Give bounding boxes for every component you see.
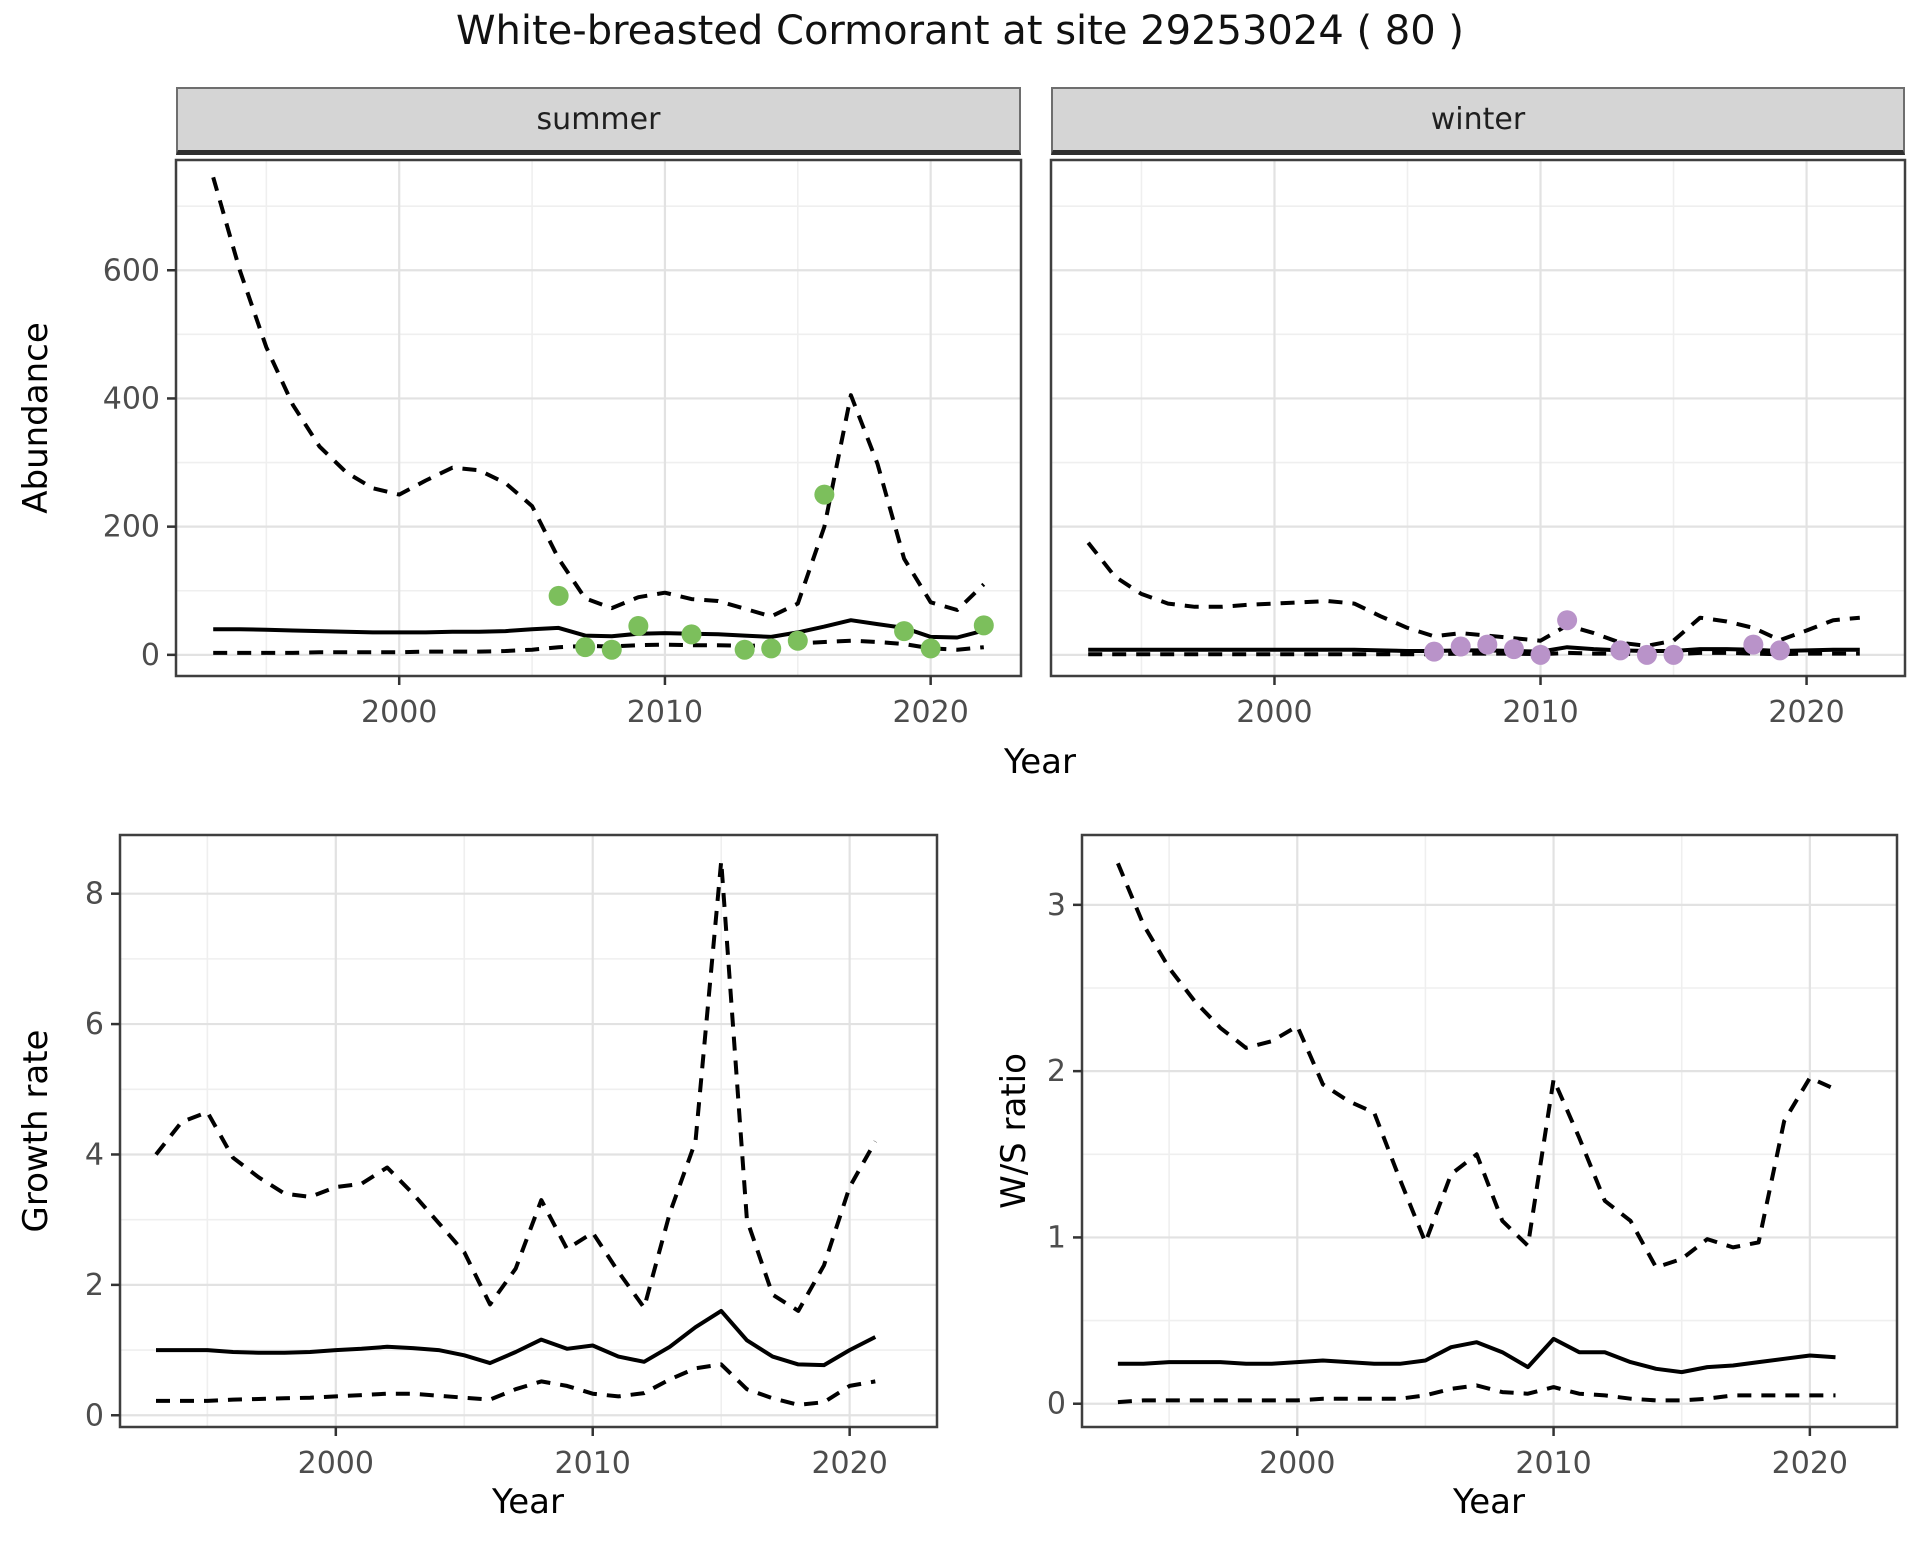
x-tick-label: 2010 <box>627 695 703 730</box>
x-tick-label: 2000 <box>1236 695 1312 730</box>
y-axis-title-growth-rate: Growth rate <box>16 1029 56 1233</box>
plot-background <box>176 160 1021 676</box>
x-tick-label: 2010 <box>555 1446 631 1481</box>
series-solid <box>156 1308 877 1368</box>
y-tick-label: 400 <box>103 381 160 416</box>
series-dashed <box>1117 1383 1836 1405</box>
y-axis-title-ws-ratio: W/S ratio <box>994 1053 1034 1209</box>
series-dashed <box>156 1362 876 1407</box>
observed-point <box>1769 640 1790 661</box>
observed-point <box>1610 640 1631 661</box>
series-dashed <box>1116 862 1837 1270</box>
x-axis-title-year-top: Year <box>1004 742 1076 782</box>
panel-border <box>1049 158 1907 678</box>
observed-point <box>1743 634 1764 655</box>
series-solid <box>213 618 985 640</box>
x-tick-label: 2000 <box>298 1446 374 1481</box>
series-solid <box>1117 1336 1836 1375</box>
y-tick-label: 2 <box>85 1268 104 1303</box>
observed-point <box>1557 610 1578 631</box>
plot-background <box>1082 835 1897 1427</box>
series-dashed <box>1088 650 1860 657</box>
observed-point <box>1450 636 1471 657</box>
observed-point <box>734 639 755 660</box>
plot-background <box>1051 160 1905 676</box>
observed-point <box>1530 644 1551 665</box>
series-solid <box>1088 645 1860 654</box>
y-tick-label: 6 <box>85 1007 104 1042</box>
observed-point <box>628 616 649 637</box>
x-tick-label: 2000 <box>361 695 437 730</box>
series-dashed <box>211 176 986 619</box>
x-tick-label: 2020 <box>1772 1446 1848 1481</box>
y-tick-label: 8 <box>85 877 104 912</box>
panel-border <box>1080 833 1899 1429</box>
panel-growth-rate: 2000 2010 2020 0 2 4 6 8 <box>85 833 939 1481</box>
observed-point <box>601 639 622 660</box>
x-tick-label: 2000 <box>1259 1446 1335 1481</box>
observed-point <box>973 615 994 636</box>
y-tick-label: 200 <box>103 510 160 545</box>
y-tick-label: 0 <box>141 638 160 673</box>
y-tick-label: 600 <box>103 253 160 288</box>
x-tick-label: 2020 <box>811 1446 887 1481</box>
x-tick-label: 2010 <box>1502 695 1578 730</box>
series-dashed <box>154 859 878 1313</box>
x-tick-label: 2020 <box>1768 695 1844 730</box>
observed-point <box>814 484 835 505</box>
y-tick-label: 2 <box>1047 1054 1066 1089</box>
y-axis-title-abundance: Abundance <box>16 322 56 514</box>
y-tick-label: 4 <box>85 1137 104 1172</box>
facet-strip-winter: winter <box>1051 87 1905 155</box>
x-axis-title-year-bottom-right: Year <box>1453 1482 1525 1522</box>
y-tick-label: 0 <box>1047 1387 1066 1422</box>
observed-point <box>1503 639 1524 660</box>
series-dashed <box>213 638 984 655</box>
observed-point <box>1663 644 1684 665</box>
y-tick-label: 0 <box>85 1398 104 1433</box>
observed-point <box>1636 644 1657 665</box>
series-dashed <box>1086 541 1860 648</box>
observed-point <box>548 585 569 606</box>
facet-strip-winter-label: winter <box>1430 102 1526 137</box>
y-tick-label: 1 <box>1047 1220 1066 1255</box>
observed-point <box>575 637 596 658</box>
panel-border <box>174 158 1023 678</box>
observed-point <box>920 638 941 659</box>
x-tick-label: 2010 <box>1515 1446 1591 1481</box>
observed-point <box>1424 641 1445 662</box>
facet-strip-summer-label: summer <box>536 102 661 137</box>
facet-strip-summer: summer <box>176 87 1021 155</box>
observed-point <box>681 624 702 645</box>
panel-ws-ratio: 2000 2010 2020 0 1 2 3 <box>1047 833 1899 1481</box>
observed-point <box>787 630 808 651</box>
observed-point <box>1477 634 1498 655</box>
panel-abundance-summer: 2000 2010 2020 0 200 400 600 <box>103 158 1023 730</box>
observed-point <box>894 621 915 642</box>
chart-title: White-breasted Cormorant at site 2925302… <box>455 8 1465 54</box>
y-tick-label: 3 <box>1047 888 1066 923</box>
observed-point <box>761 638 782 659</box>
x-tick-label: 2020 <box>892 695 968 730</box>
plot-background <box>120 835 937 1427</box>
x-axis-title-year-bottom-left: Year <box>492 1482 564 1522</box>
panel-border <box>118 833 939 1429</box>
panel-abundance-winter: 2000 2010 2020 <box>1049 158 1907 730</box>
